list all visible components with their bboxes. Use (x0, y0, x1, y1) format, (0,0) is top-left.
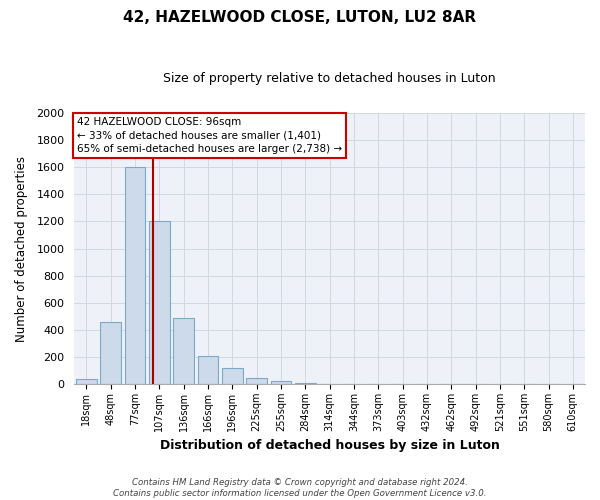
Text: 42, HAZELWOOD CLOSE, LUTON, LU2 8AR: 42, HAZELWOOD CLOSE, LUTON, LU2 8AR (124, 10, 476, 25)
Text: 42 HAZELWOOD CLOSE: 96sqm
← 33% of detached houses are smaller (1,401)
65% of se: 42 HAZELWOOD CLOSE: 96sqm ← 33% of detac… (77, 117, 342, 154)
Y-axis label: Number of detached properties: Number of detached properties (15, 156, 28, 342)
Bar (149, 222, 170, 384)
Bar (100, 322, 121, 384)
Bar (125, 167, 145, 384)
Text: Contains HM Land Registry data © Crown copyright and database right 2024.
Contai: Contains HM Land Registry data © Crown c… (113, 478, 487, 498)
Bar (76, 380, 97, 384)
X-axis label: Distribution of detached houses by size in Luton: Distribution of detached houses by size … (160, 440, 500, 452)
Bar (246, 378, 267, 384)
Title: Size of property relative to detached houses in Luton: Size of property relative to detached ho… (163, 72, 496, 86)
Bar (222, 368, 242, 384)
Bar (173, 318, 194, 384)
Bar (197, 356, 218, 384)
Bar (271, 382, 291, 384)
